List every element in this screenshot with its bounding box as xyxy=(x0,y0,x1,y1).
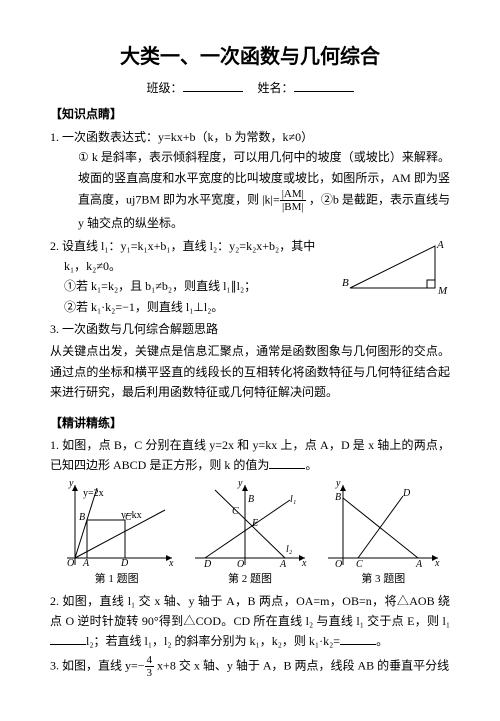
k3-a: 一次函数与几何综合解题思路 xyxy=(62,322,218,336)
problem-3: 3. 如图，直线 y=−43 x+8 交 x 轴、y 轴于 A，B 两点，线段 … xyxy=(50,654,450,679)
svg-text:C: C xyxy=(125,512,132,523)
fig3-wrap: y x O B A C D 第 3 题图 xyxy=(323,480,443,589)
svg-text:O: O xyxy=(67,558,74,569)
p3-a: 如图，直线 y=− xyxy=(62,658,145,672)
k1-sub: ① k 是斜率，表示倾斜程度，可以用几何中的坡度（或坡比）来解释。坡面的竖直高度… xyxy=(50,147,450,233)
frac-4-3: 43 xyxy=(145,654,155,679)
class-blank xyxy=(183,79,243,92)
svg-text:C: C xyxy=(356,559,363,570)
name-blank xyxy=(294,79,354,92)
frac-am-bm: |AM||BM| xyxy=(280,188,306,213)
name-label: 姓名： xyxy=(258,81,294,95)
svg-text:D: D xyxy=(402,488,411,499)
fig2-wrap: y x O l₂ l₁ B A D C E 第 2 题图 xyxy=(190,480,310,589)
svg-text:x: x xyxy=(434,558,440,569)
svg-text:A: A xyxy=(415,559,423,570)
fig1-caption: 第 1 题图 xyxy=(57,570,177,589)
figure-row: y x O y=2x y=kx B C A D 第 1 题图 y x O l₂ xyxy=(50,480,450,589)
svg-text:y: y xyxy=(335,480,341,489)
svg-text:B: B xyxy=(335,492,341,503)
p3-num: 3. xyxy=(50,658,59,672)
knowledge-1: 1. 一次函数表达式：y=kx+b（k，b 为常数，k≠0） ① k 是斜率，表… xyxy=(50,127,450,234)
k1-text: 一次函数表达式：y=kx+b（k，b 为常数，k≠0） xyxy=(62,130,313,144)
k1-k: |k|= xyxy=(262,192,280,206)
page-title: 大类一、一次函数与几何综合 xyxy=(50,40,450,74)
p3-b: x+8 交 x 轴、y 轴于 A，B 两点，线段 AB 的垂直平分线 xyxy=(157,658,449,672)
svg-text:O: O xyxy=(237,559,244,570)
k2-a: 设直线 l₁：y₁=k₁x+b₁，直线 l₂：y₂=k₂x+b₂，其中 xyxy=(62,239,315,253)
section-1-head: 【知识点睛】 xyxy=(50,104,450,124)
p1-end: 。 xyxy=(305,458,317,472)
svg-text:E: E xyxy=(251,518,258,529)
knowledge-3: 3. 一次函数与几何综合解题思路 xyxy=(50,319,450,339)
section-2-head: 【精讲精练】 xyxy=(50,413,450,433)
p1-blank xyxy=(269,457,305,469)
k1-num: 1. xyxy=(50,130,59,144)
svg-text:A: A xyxy=(279,559,287,570)
svg-text:D: D xyxy=(120,558,129,569)
svg-text:D: D xyxy=(203,559,212,570)
p2-a: 如图，直线 l₁ 交 x 轴、y 轴于 A，B 两点，OA=m，OB=n，将△A… xyxy=(50,594,450,628)
svg-text:M: M xyxy=(437,285,448,297)
p2-num: 2. xyxy=(50,594,59,608)
svg-text:A: A xyxy=(436,239,444,251)
svg-text:x: x xyxy=(168,558,174,569)
svg-text:y=2x: y=2x xyxy=(83,488,104,499)
class-label: 班级： xyxy=(146,81,182,95)
svg-text:C: C xyxy=(232,506,239,517)
svg-text:B: B xyxy=(342,277,349,289)
p1-num: 1. xyxy=(50,438,59,452)
problem-1: 1. 如图，点 B，C 分别在直线 y=2x 和 y=kx 上，点 A，D 是 … xyxy=(50,435,450,476)
p2-end: 。 xyxy=(376,634,388,648)
knowledge-2: A B M 2. 设直线 l₁：y₁=k₁x+b₁，直线 l₂：y₂=k₂x+b… xyxy=(50,236,450,318)
figure-2: y x O l₂ l₁ B A D C E xyxy=(190,480,310,570)
svg-text:l₁: l₁ xyxy=(290,494,296,505)
k2-d: ②若 k₁·k₂=−1，则直线 l₁⊥l₂。 xyxy=(50,297,450,317)
svg-text:B: B xyxy=(248,494,254,505)
fig2-caption: 第 2 题图 xyxy=(190,570,310,589)
p2-blank2 xyxy=(340,633,376,645)
svg-text:A: A xyxy=(82,558,90,569)
svg-text:B: B xyxy=(79,512,85,523)
svg-text:y: y xyxy=(68,480,74,489)
svg-text:l₂: l₂ xyxy=(286,544,293,555)
p1-a: 如图，点 B，C 分别在直线 y=2x 和 y=kx 上，点 A，D 是 x 轴… xyxy=(50,438,450,472)
svg-text:x: x xyxy=(301,558,307,569)
svg-text:O: O xyxy=(335,559,342,570)
k2-num: 2. xyxy=(50,239,59,253)
svg-text:y: y xyxy=(237,480,243,489)
k3-num: 3. xyxy=(50,322,59,336)
p2-blank1 xyxy=(50,633,86,645)
triangle-abm-figure: A B M xyxy=(340,238,450,300)
problem-2: 2. 如图，直线 l₁ 交 x 轴、y 轴于 A，B 两点，OA=m，OB=n，… xyxy=(50,591,450,652)
figure-1: y x O y=2x y=kx B C A D xyxy=(57,480,177,570)
fig3-caption: 第 3 题图 xyxy=(323,570,443,589)
fig1-wrap: y x O y=2x y=kx B C A D 第 1 题图 xyxy=(57,480,177,589)
figure-3: y x O B A C D xyxy=(323,480,443,570)
k3-body: 从关键点出发，关键点是信息汇聚点，通常是函数图象与几何图形的交点。通过点的坐标和… xyxy=(50,341,450,402)
subtitle-row: 班级： 姓名： xyxy=(50,78,450,98)
p2-b: l₂；若直线 l₁，l₂ 的斜率分别为 k₁，k₂，则 k₁·k₂= xyxy=(86,634,340,648)
